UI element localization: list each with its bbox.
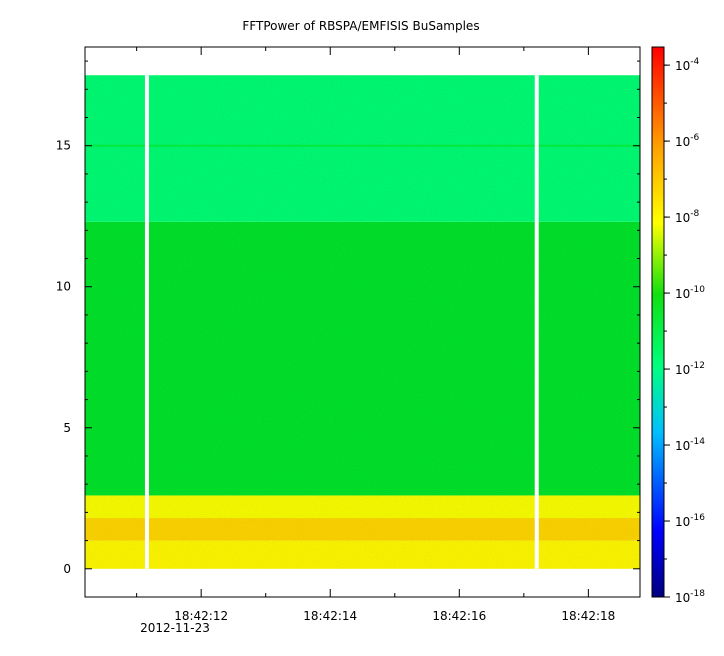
data-gap (534, 75, 539, 569)
colorbar-tick-base: 10 (675, 591, 690, 605)
y-tick-label: 10 (56, 280, 71, 294)
colorbar-tick-label: 10-14 (675, 437, 705, 453)
colorbar-tick-exponent: -12 (690, 361, 705, 371)
colorbar-tick-exponent: -4 (690, 57, 699, 67)
data-gap (144, 75, 149, 569)
spectrogram-band (85, 518, 640, 541)
spectrogram-field (85, 75, 640, 569)
colorbar-tick-base: 10 (675, 363, 690, 377)
colorbar-tick-label: 10-6 (675, 133, 700, 149)
spectrogram-band (85, 495, 640, 519)
colorbar-tick-base: 10 (675, 287, 690, 301)
spectrogram-band (85, 221, 640, 496)
colorbar-tick-label: 10-16 (675, 513, 705, 529)
colorbar-tick-label: 10-8 (675, 209, 700, 225)
chart-title: FFTPower of RBSPA/EMFISIS BuSamples (242, 19, 479, 33)
colorbar-tick-label: 10-10 (675, 285, 705, 301)
x-axis: 18:42:12 18:42:14 18:42:16 18:42:18 (84, 47, 641, 623)
x-tick-label: 18:42:14 (303, 609, 357, 623)
plot-area (85, 75, 640, 569)
colorbar-tick-label: 10-18 (675, 589, 705, 605)
colorbar-tick-exponent: -16 (690, 513, 705, 523)
colorbar-tick-base: 10 (675, 439, 690, 453)
colorbar-tick-base: 10 (675, 211, 690, 225)
colorbar-tick-exponent: -18 (690, 589, 705, 599)
colorbar-tick-exponent: -10 (690, 285, 705, 295)
y-tick-label: 5 (63, 421, 71, 435)
spectrogram-band (85, 540, 640, 569)
colorbar-tick-base: 10 (675, 135, 690, 149)
x-tick-label: 18:42:16 (432, 609, 486, 623)
y-axis: 0 5 10 15 (56, 60, 640, 576)
colorbar-tick-exponent: -6 (690, 133, 699, 143)
colorbar-tick-label: 10-12 (675, 361, 705, 377)
colorbar-tick-exponent: -8 (690, 209, 699, 219)
colorbar-tick-base: 10 (675, 59, 690, 73)
spectral-line (85, 144, 640, 147)
y-tick-label: 0 (63, 562, 71, 576)
colorbar-tick-label: 10-4 (675, 57, 700, 73)
plot-frame (84, 46, 641, 598)
colorbar-tick-exponent: -14 (690, 437, 705, 447)
colorbar (651, 46, 665, 598)
spectrogram-band (85, 75, 640, 222)
x-tick-label: 18:42:18 (561, 609, 615, 623)
colorbar-tick-base: 10 (675, 515, 690, 529)
y-tick-label: 15 (56, 139, 71, 153)
x-date-label: 2012-11-23 (140, 621, 210, 635)
x-tick-label: 18:42:12 (174, 609, 228, 623)
